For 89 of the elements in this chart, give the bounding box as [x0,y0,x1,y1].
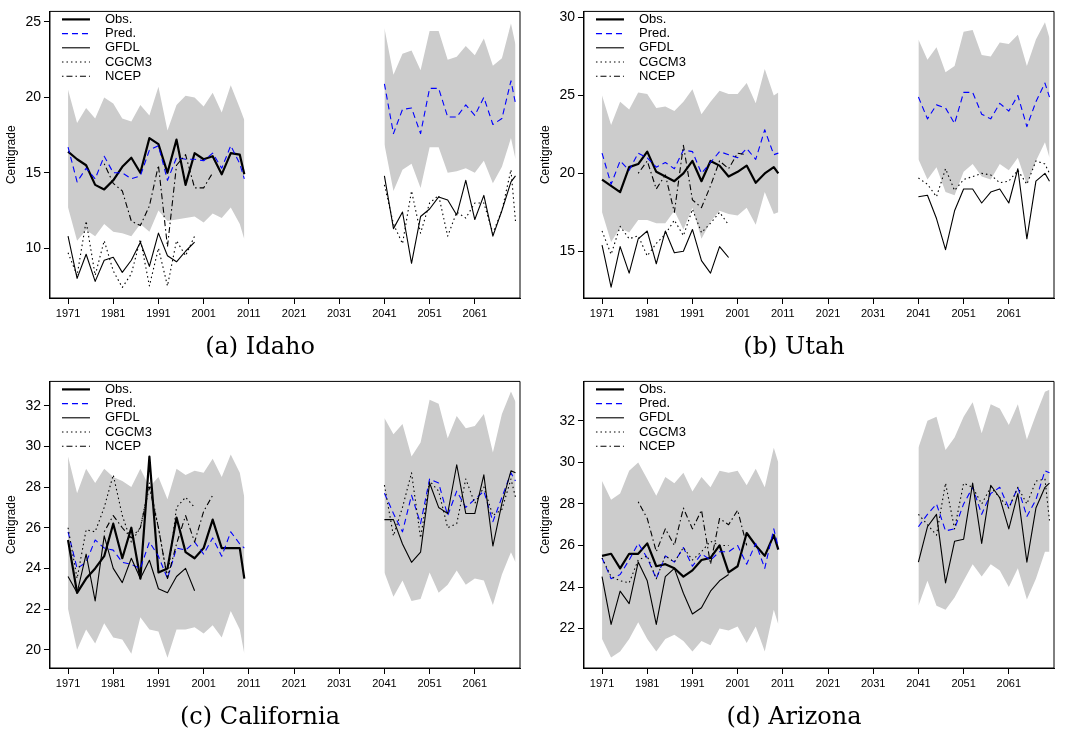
legend-label: Obs. [104,380,133,396]
legend-label: Pred. [638,25,671,41]
x-tick-label: 2031 [326,676,352,689]
legend-label: Obs. [638,10,667,26]
x-tick-label: 2041 [372,676,397,689]
x-tick-label: 2031 [326,306,352,319]
legend-label: NCEP [104,437,142,453]
y-tick-label: 30 [25,437,42,454]
y-tick-label: 25 [25,12,42,29]
x-tick-label: 1971 [589,306,615,319]
text: (a) Idaho [205,331,315,360]
x-tick-label: 2011 [771,676,795,689]
x-tick-label: 2031 [860,306,886,319]
x-tick-label: 2021 [281,676,307,689]
legend-label: NCEP [638,437,676,453]
legend-label: CGCM3 [104,423,152,439]
legend-label: Obs. [104,10,133,26]
legend-label: NCEP [638,67,676,83]
y-tick-label: 15 [559,242,576,259]
x-tick-label: 2061 [996,306,1022,319]
x-tick-label: 1971 [55,676,81,689]
legend-label: CGCM3 [638,53,686,69]
text: (d) Arizona [726,701,862,730]
x-tick-label: 2041 [906,676,931,689]
x-tick-label: 2061 [462,676,488,689]
x-tick-label: 2031 [860,676,886,689]
legend-label: Pred. [638,395,671,411]
y-tick-label: 24 [559,577,576,594]
x-tick-label: 2021 [281,306,307,319]
x-tick-label: 2001 [725,676,750,689]
legend-label: Obs. [638,380,667,396]
y-tick-label: 24 [25,559,42,576]
x-tick-label: 2051 [951,676,976,689]
x-tick-label: 2041 [906,306,931,319]
y-tick-label: 22 [25,599,42,616]
x-tick-label: 1971 [589,676,615,689]
legend-label: CGCM3 [104,53,152,69]
legend-label: Pred. [104,395,137,411]
y-axis-title: Centigrade [3,125,18,185]
y-tick-label: 20 [559,164,576,181]
x-tick-label: 1991 [146,306,171,319]
x-tick-label: 2001 [191,306,216,319]
y-tick-label: 15 [25,163,42,180]
x-tick-label: 2011 [771,306,795,319]
legend-label: GFDL [104,409,140,425]
y-tick-label: 10 [25,239,42,256]
x-tick-label: 2001 [725,306,750,319]
x-tick-label: 1981 [635,306,660,319]
text: (b) Utah [743,331,845,360]
y-tick-label: 22 [559,619,576,636]
x-tick-label: 2011 [237,306,261,319]
x-tick-label: 1991 [680,676,705,689]
y-tick-label: 30 [559,453,576,470]
text: (c) California [179,701,341,730]
x-tick-label: 2001 [191,676,216,689]
x-tick-label: 2061 [462,306,488,319]
x-tick-label: 2051 [417,676,442,689]
x-tick-label: 2051 [417,306,442,319]
x-tick-label: 2021 [815,306,841,319]
y-tick-label: 25 [559,86,576,103]
legend-label: GFDL [638,409,674,425]
y-tick-label: 20 [25,640,42,657]
x-tick-label: 1991 [146,676,171,689]
y-axis-title: Centigrade [3,495,18,555]
x-tick-label: 1971 [55,306,81,319]
x-tick-label: 2061 [996,676,1022,689]
y-tick-label: 32 [25,396,42,413]
x-tick-label: 1981 [635,676,660,689]
y-tick-label: 20 [25,88,42,105]
y-tick-label: 28 [559,494,576,511]
legend-label: GFDL [104,39,140,55]
y-tick-label: 26 [25,518,42,535]
x-tick-label: 2051 [951,306,976,319]
x-tick-label: 2021 [815,676,841,689]
legend-label: CGCM3 [638,423,686,439]
x-tick-label: 1991 [680,306,705,319]
y-tick-label: 26 [559,536,576,553]
x-tick-label: 1981 [101,676,126,689]
legend-label: Pred. [104,25,137,41]
y-axis-title: Centigrade [537,495,552,555]
legend-label: GFDL [638,39,674,55]
y-tick-label: 32 [559,411,576,428]
y-axis-title: Centigrade [537,125,552,185]
y-tick-label: 28 [25,477,42,494]
legend-label: NCEP [104,67,142,83]
x-tick-label: 1981 [101,306,126,319]
x-tick-label: 2041 [372,306,397,319]
y-tick-label: 30 [559,8,576,25]
x-tick-label: 2011 [237,676,261,689]
